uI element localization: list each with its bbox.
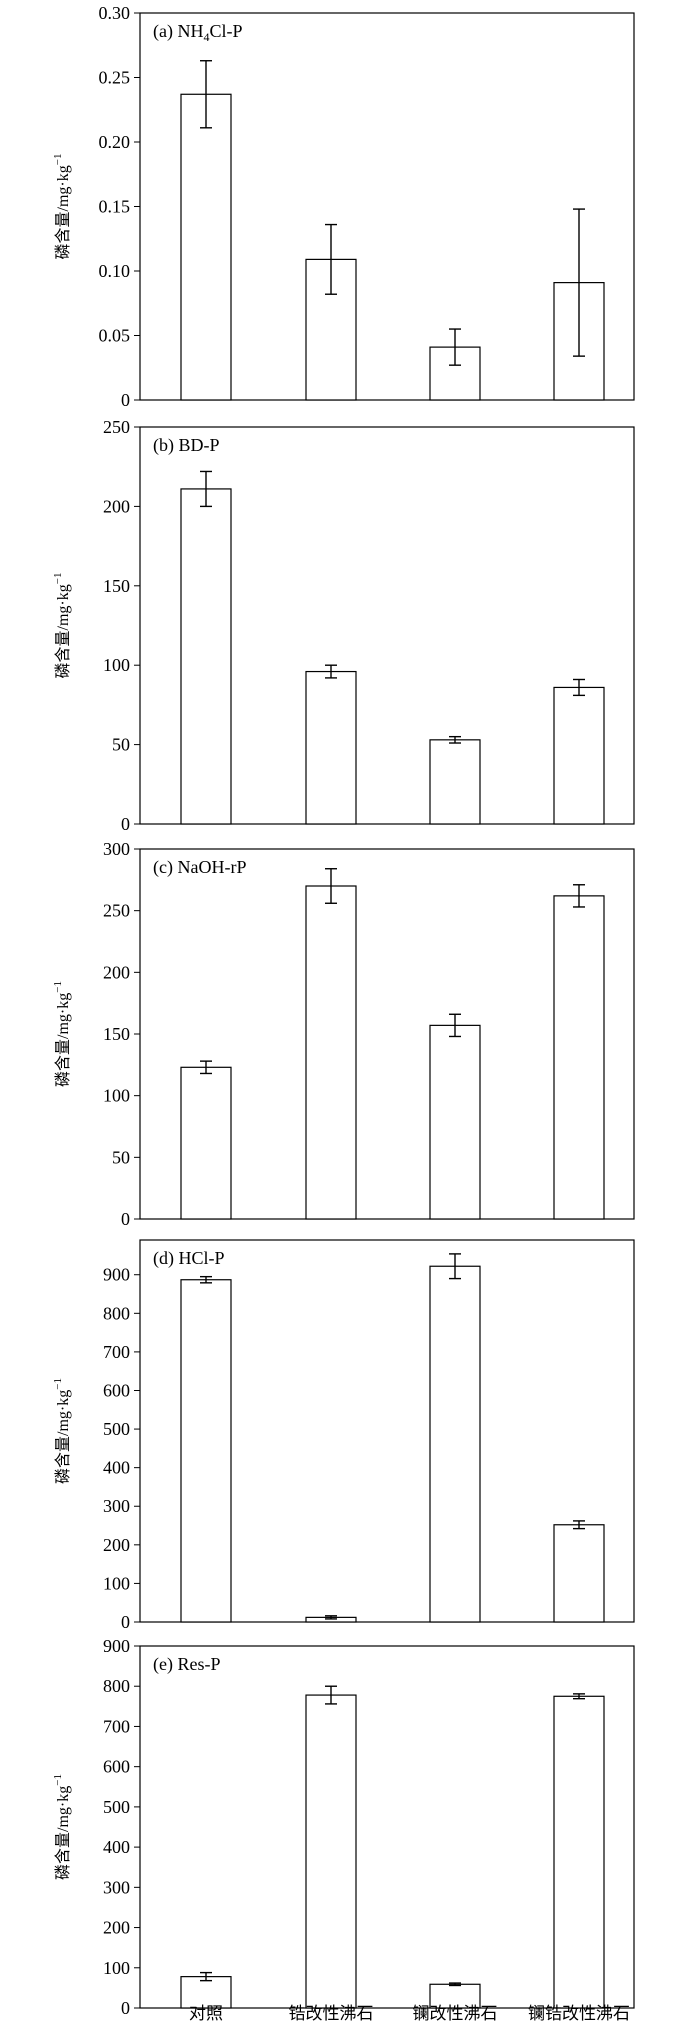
y-axis-label-text: 磷含量/mg·kg — [54, 584, 72, 678]
plot-frame — [139, 1239, 635, 1623]
panel-title-text: (b) BD-P — [153, 435, 220, 456]
bar-2 — [305, 885, 357, 1220]
y-tick-label: 0 — [121, 1998, 130, 2018]
y-axis-label: 磷含量/mg·kg−1 — [52, 981, 72, 1087]
bar-4 — [553, 1524, 605, 1623]
y-tick-label: 0.25 — [99, 68, 131, 88]
y-axis-label-superscript: −1 — [52, 981, 64, 993]
y-tick-label: 0 — [121, 390, 130, 410]
chart-panel-2: 0 50 100 150 200 250 (b) BD-P 磷含量/mg·kg−1 — [52, 417, 635, 834]
y-tick-label: 900 — [103, 1636, 130, 1656]
panel-title-tail: Cl-P — [209, 21, 242, 41]
y-tick-label: 900 — [103, 1265, 130, 1285]
x-category-label: 镧锆改性沸石 — [528, 2004, 630, 2021]
y-tick-label: 500 — [103, 1419, 130, 1439]
chart-panel-4: 0 100 200 300 400 500 600 700 800 900 (d) HCl-P 磷含量… — [52, 1239, 635, 1632]
bar-2 — [305, 670, 357, 825]
x-category-label: 对照 — [189, 2004, 223, 2021]
y-tick-label: 0 — [121, 1612, 130, 1632]
y-tick-label: 400 — [103, 1458, 130, 1478]
panel-title: (c) NaOH-rP — [153, 857, 246, 878]
panel-title: (a) NH4Cl-P — [153, 21, 243, 44]
panel-title-text: (a) NH — [153, 21, 203, 42]
y-tick-label: 600 — [103, 1757, 130, 1777]
y-axis-label: 磷含量/mg·kg−1 — [52, 1774, 72, 1880]
y-axis-label-text: 磷含量/mg·kg — [54, 1390, 72, 1484]
bar-3 — [429, 1265, 481, 1623]
y-tick-label: 100 — [103, 1086, 130, 1106]
y-tick-label: 700 — [103, 1716, 130, 1736]
bar-3 — [429, 739, 481, 825]
y-tick-label: 500 — [103, 1797, 130, 1817]
y-axis-label-superscript: −1 — [52, 1774, 64, 1786]
y-tick-label: 100 — [103, 655, 130, 675]
x-category-label: 锆改性沸石 — [289, 2004, 374, 2021]
y-tick-label: 100 — [103, 1573, 130, 1593]
y-tick-label: 150 — [103, 1024, 130, 1044]
panel-title: (d) HCl-P — [153, 1248, 225, 1269]
y-axis-label-text: 磷含量/mg·kg — [54, 1786, 72, 1880]
x-category-label: 镧改性沸石 — [413, 2004, 498, 2021]
y-tick-label: 0.30 — [99, 3, 131, 23]
x-axis-category-labels: 对照 锆改性沸石 镧改性沸石 镧锆改性沸石 — [189, 2004, 630, 2021]
y-tick-label: 50 — [112, 735, 130, 755]
chart-panels: 0 0.05 0.10 0.15 0.20 0.25 0.30 (a) NH4Cl-P 磷含量/… — [52, 3, 635, 2018]
y-tick-label: 50 — [112, 1147, 130, 1167]
panel-title-subscript: 4 — [203, 30, 209, 44]
y-tick-label: 200 — [103, 962, 130, 982]
y-tick-label: 0 — [121, 1209, 130, 1229]
panel-title: (e) Res-P — [153, 1654, 220, 1675]
bar-4 — [553, 1695, 605, 2009]
y-axis-label: 磷含量/mg·kg−1 — [52, 1378, 72, 1484]
y-tick-label: 200 — [103, 1535, 130, 1555]
y-tick-label: 800 — [103, 1303, 130, 1323]
y-tick-label: 0 — [121, 814, 130, 834]
y-tick-label: 600 — [103, 1380, 130, 1400]
y-tick-label: 250 — [103, 901, 130, 921]
bar-3 — [429, 1024, 481, 1220]
panel-title-text: (d) HCl-P — [153, 1248, 225, 1269]
panel-title-text: (c) NaOH-rP — [153, 857, 246, 878]
y-tick-label: 300 — [103, 1496, 130, 1516]
y-tick-label: 200 — [103, 1918, 130, 1938]
y-tick-label: 400 — [103, 1837, 130, 1857]
chart-panel-1: 0 0.05 0.10 0.15 0.20 0.25 0.30 (a) NH4Cl-P 磷含量/… — [52, 3, 635, 410]
y-axis-label: 磷含量/mg·kg−1 — [52, 573, 72, 679]
y-tick-label: 0.05 — [99, 326, 131, 346]
y-tick-label: 100 — [103, 1958, 130, 1978]
chart-panel-5: 0 100 200 300 400 500 600 700 800 900 (e) Res-P 磷含量… — [52, 1636, 635, 2018]
y-axis-label-superscript: −1 — [52, 1378, 64, 1390]
bar-2 — [305, 1694, 357, 2009]
y-tick-label: 250 — [103, 417, 130, 437]
bar-1 — [180, 488, 232, 825]
bar-4 — [553, 686, 605, 825]
y-tick-label: 800 — [103, 1676, 130, 1696]
panel-title: (b) BD-P — [153, 435, 220, 456]
y-tick-label: 300 — [103, 1877, 130, 1897]
plot-frame — [139, 426, 635, 825]
y-tick-label: 200 — [103, 496, 130, 516]
y-tick-label: 0.20 — [99, 132, 131, 152]
y-tick-label: 700 — [103, 1342, 130, 1362]
chart-panel-3: 0 50 100 150 200 250 300 (c) NaOH-rP 磷含量/mg·kg−1 — [52, 839, 635, 1229]
panel-title-text: (e) Res-P — [153, 1654, 220, 1675]
y-tick-label: 150 — [103, 576, 130, 596]
y-axis-label-text: 磷含量/mg·kg — [54, 165, 72, 259]
bar-1 — [180, 1066, 232, 1220]
y-tick-label: 300 — [103, 839, 130, 859]
y-axis-label-superscript: −1 — [52, 154, 64, 166]
bar-1 — [180, 1279, 232, 1623]
y-tick-label: 0.15 — [99, 197, 131, 217]
bar-1 — [180, 93, 232, 401]
bar-4 — [553, 895, 605, 1220]
y-tick-label: 0.10 — [99, 261, 131, 281]
y-axis-label-superscript: −1 — [52, 573, 64, 585]
y-axis-label: 磷含量/mg·kg−1 — [52, 154, 72, 260]
y-axis-label-text: 磷含量/mg·kg — [54, 993, 72, 1087]
plot-frame — [139, 1645, 635, 2009]
